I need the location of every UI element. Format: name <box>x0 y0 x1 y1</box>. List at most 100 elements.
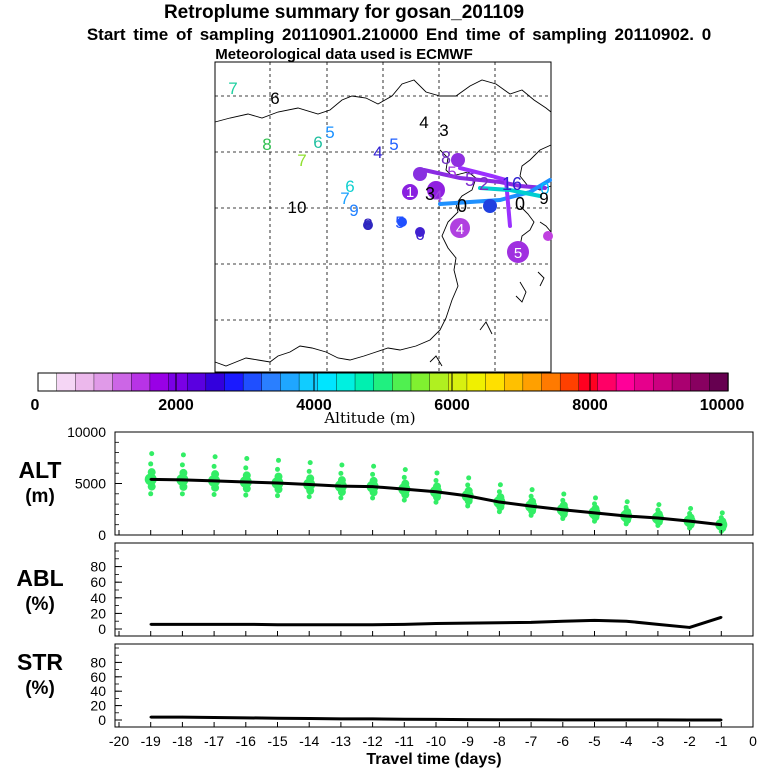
trajectory-day-label: 4 <box>433 187 442 206</box>
alt-scatter-point <box>401 474 407 480</box>
x-tick-label: -18 <box>172 733 192 749</box>
colorbar-cell <box>559 372 580 392</box>
trajectory-day-label: 8 <box>262 135 271 154</box>
cluster-label-decor: 0 <box>457 196 467 216</box>
x-tick-label: -11 <box>395 733 414 749</box>
alt-scatter-point <box>242 471 251 480</box>
series-point <box>688 519 691 523</box>
y-tick-label: 20 <box>90 605 106 621</box>
alt-scatter-point <box>370 471 376 477</box>
series-point <box>593 511 596 515</box>
colorbar-cell <box>37 372 58 392</box>
y-tick-label: 60 <box>90 669 106 685</box>
alt-scatter-point <box>656 502 662 508</box>
colorbar-cell <box>186 372 207 392</box>
colorbar-cell <box>280 372 300 392</box>
met-data-note: Meteorological data used is ECMWF <box>215 46 473 63</box>
alt-scatter-point <box>497 482 503 488</box>
colorbar-cell <box>261 372 282 392</box>
trajectory-day-label: 6 <box>415 225 424 244</box>
alt-scatter-points <box>144 451 728 534</box>
alt-scatter-point <box>560 497 566 503</box>
alt-panel-label: ALT <box>18 457 61 483</box>
circle-label: 1 <box>406 184 414 201</box>
y-tick-label: 20 <box>90 698 106 714</box>
alt-scatter-point <box>244 456 250 462</box>
trajectory-day-label: 5 <box>395 213 404 232</box>
trajectory-day-label: 6 <box>345 177 354 196</box>
alt-scatter-point <box>464 486 473 495</box>
alt-scatter-point <box>148 461 154 467</box>
colorbar-cell <box>615 372 636 392</box>
trajectory-day-label: 7 <box>340 189 349 208</box>
colorbar-cell <box>634 372 655 392</box>
str-panel-frame <box>114 643 754 728</box>
str-panel-label: STR <box>17 649 63 675</box>
series-point <box>561 508 564 511</box>
trajectory-day-label: 9 <box>539 189 548 208</box>
alt-scatter-point <box>496 493 505 502</box>
alt-scatter-point <box>275 493 280 499</box>
extra-cluster-labels: 3 0 2 16 0 5 8 <box>425 148 525 216</box>
series-point <box>212 623 216 626</box>
alt-scatter-point <box>211 470 220 479</box>
y-tick-label: 80 <box>90 654 106 670</box>
series-point <box>498 621 501 624</box>
x-tick-label: -2 <box>683 733 696 749</box>
alt-scatter-point <box>275 466 280 472</box>
series-point <box>276 623 279 626</box>
series-point <box>371 717 374 721</box>
series-point <box>339 484 343 488</box>
x-tick-label: -5 <box>588 733 601 749</box>
colorbar-cell <box>317 372 338 392</box>
trajectory-day-label: 10 <box>288 198 307 217</box>
alt-scatter-point <box>337 476 346 485</box>
trajectory-day-label: 5 <box>389 135 398 154</box>
series-point <box>276 717 279 720</box>
x-tick-label: -19 <box>141 733 161 749</box>
colorbar-cell <box>131 372 151 392</box>
trajectory-circle <box>402 184 418 200</box>
colorbar-cell <box>485 372 505 392</box>
colorbar-cell <box>298 372 319 392</box>
colorbar-cell <box>653 372 673 392</box>
alt-scatter-point <box>433 499 439 505</box>
x-axis-label: Travel time (days) <box>366 751 501 768</box>
trajectory-day-label: 6 <box>313 133 322 152</box>
colorbar-label: Altitude (m) <box>323 409 415 427</box>
alt-scatter-point <box>274 472 283 481</box>
series-point <box>656 623 660 626</box>
colorbar-cell <box>522 372 543 392</box>
y-tick-label: 40 <box>90 683 106 699</box>
series-point <box>720 523 723 526</box>
y-tick-label: 0 <box>98 712 106 728</box>
alt-scatter-point <box>338 470 344 476</box>
colorbar-cell <box>168 372 188 392</box>
alt-scatter-point <box>179 491 185 497</box>
alt-scatter-point <box>402 467 408 473</box>
series-point <box>181 478 184 482</box>
alt-scatter-point <box>371 463 377 469</box>
series-point <box>149 623 152 626</box>
series-point <box>403 718 406 721</box>
series-point <box>212 479 216 483</box>
colorbar-cell <box>504 372 524 392</box>
y-tick-label: 0 <box>98 621 106 637</box>
trajectory-circle <box>415 227 425 237</box>
alt-scatter-point <box>243 465 249 471</box>
alt-scatter-point <box>370 495 376 501</box>
series-point <box>593 718 596 722</box>
x-tick-label: -12 <box>362 733 382 749</box>
series-point <box>529 621 533 624</box>
series-point <box>434 490 438 493</box>
alt-scatter-point <box>339 462 345 468</box>
x-tick-label: -16 <box>236 733 256 749</box>
cluster-label-decor: 16 <box>502 174 522 194</box>
series-point <box>308 483 311 486</box>
trajectory-day-label: 0 <box>540 179 549 198</box>
colorbar-tick: 2000 <box>158 397 194 414</box>
colorbar-cell <box>671 372 692 392</box>
trajectory-day-label: 4 <box>373 143 382 162</box>
